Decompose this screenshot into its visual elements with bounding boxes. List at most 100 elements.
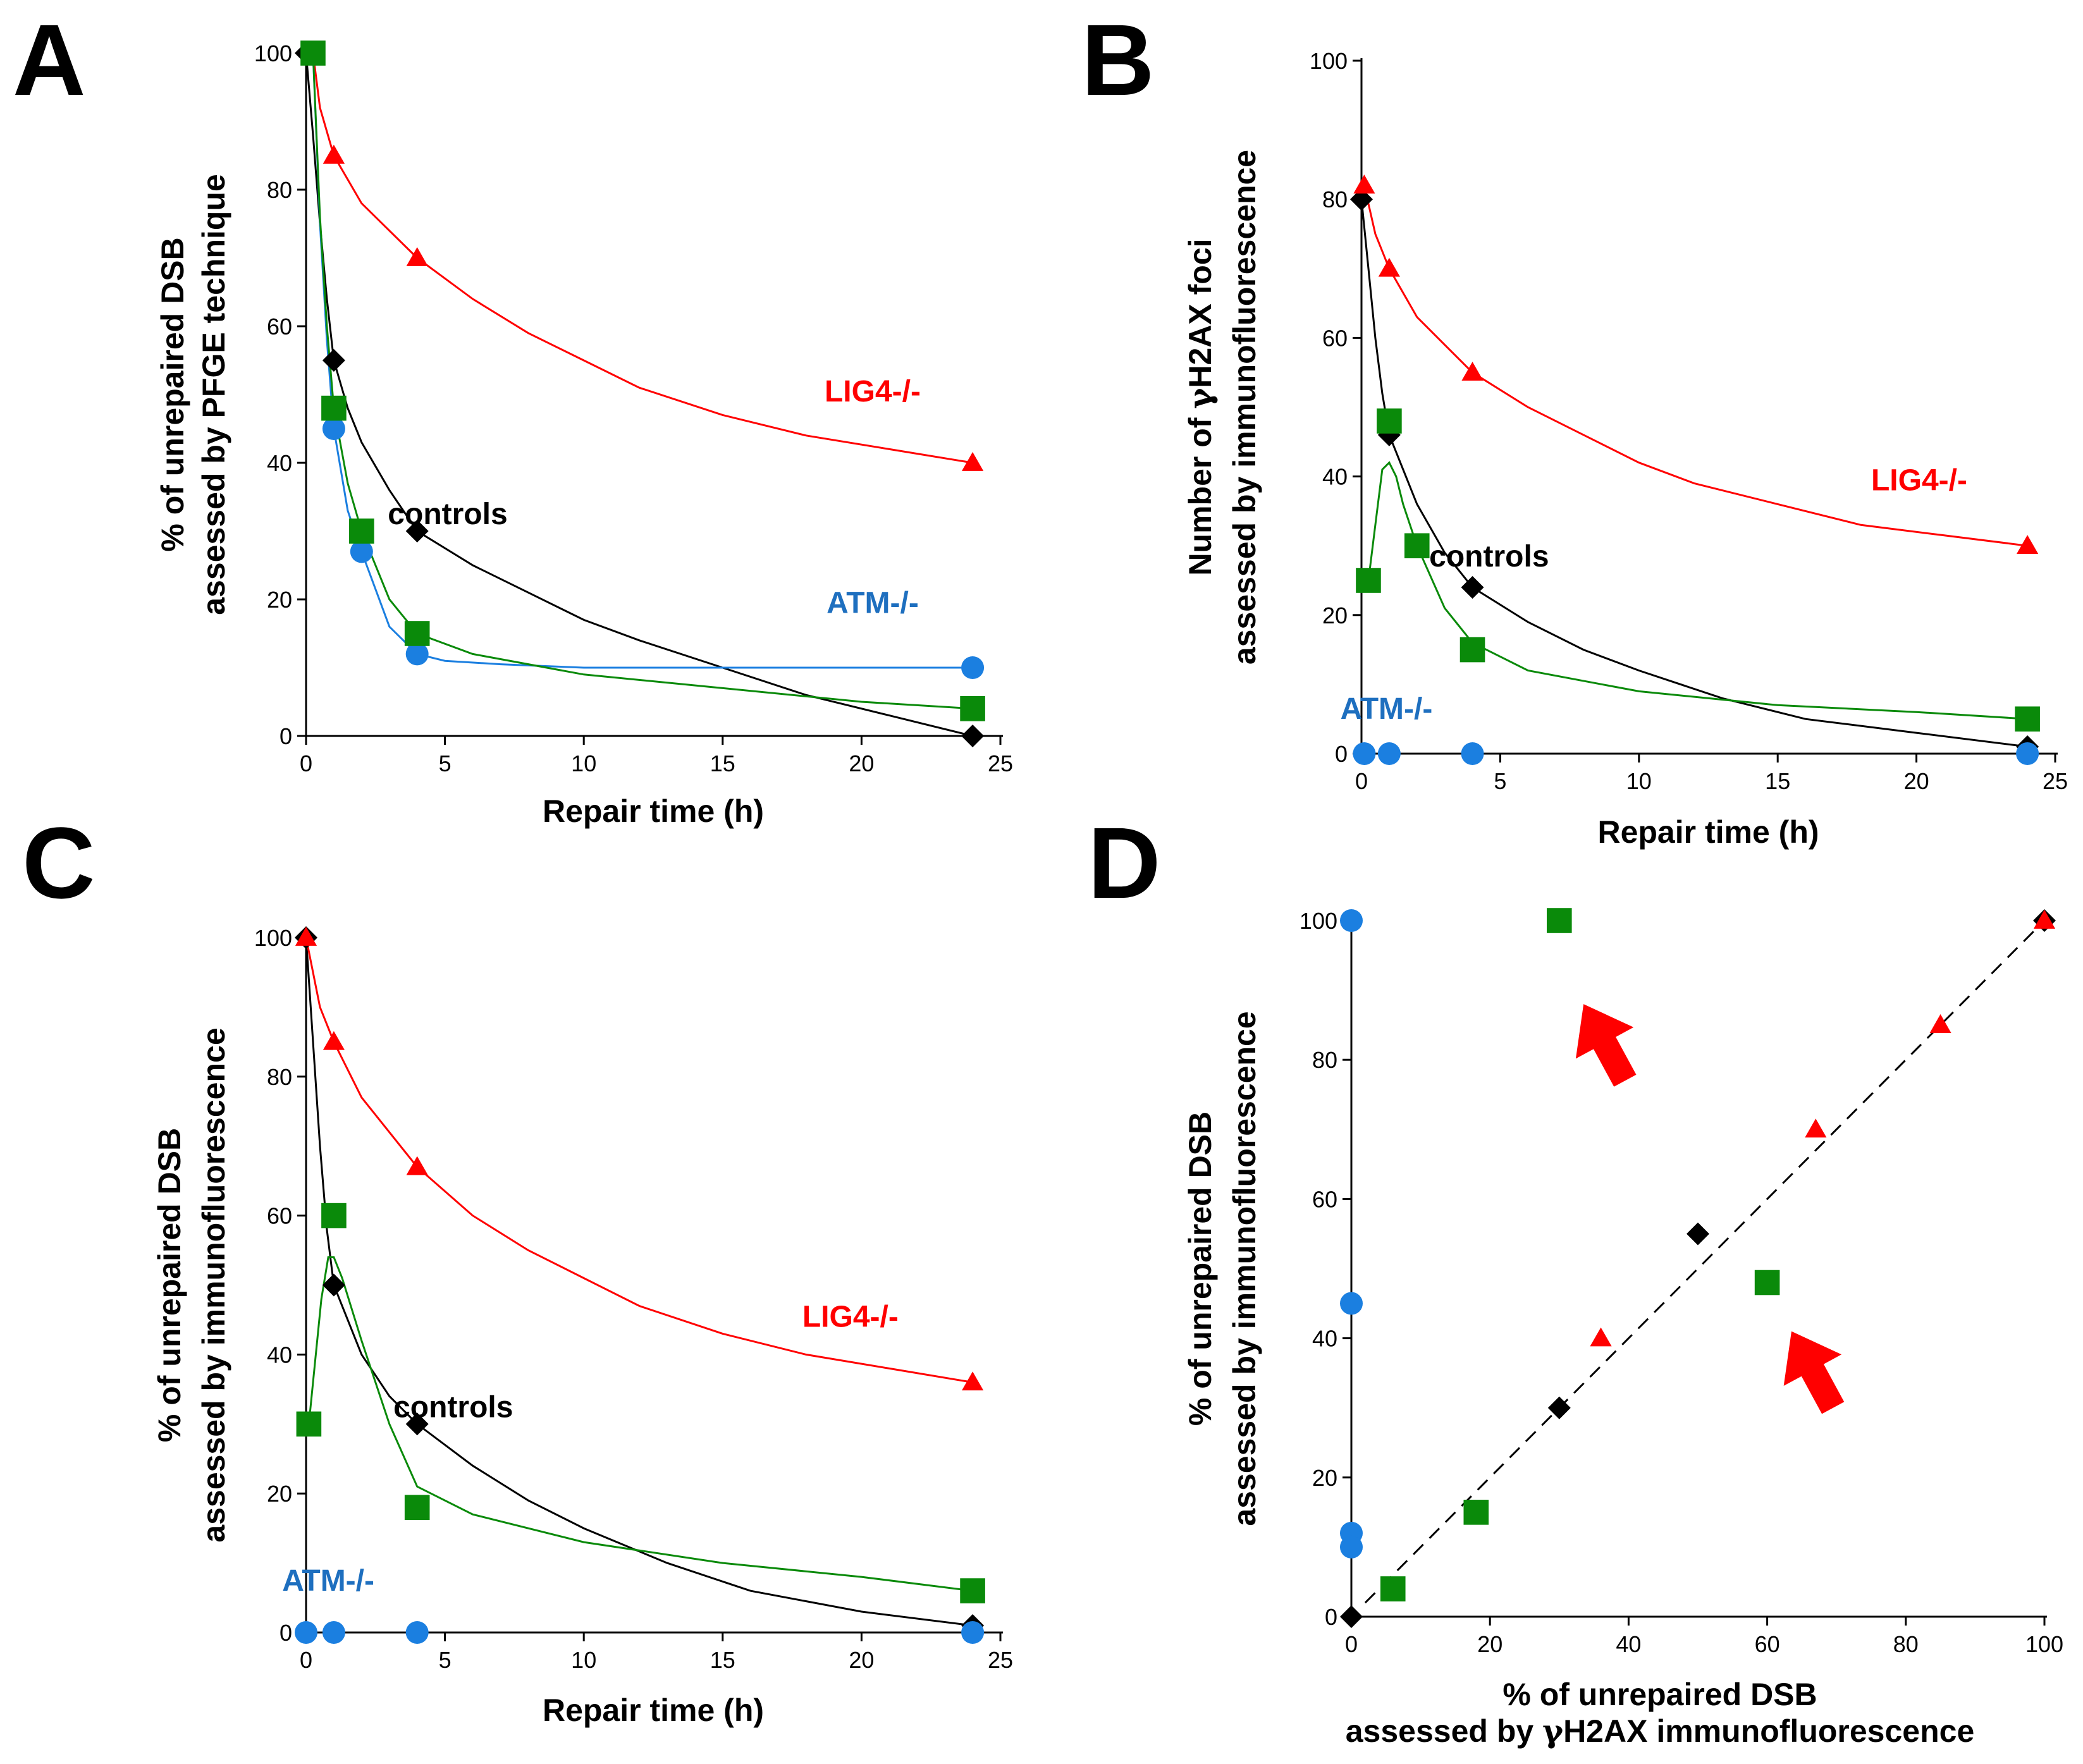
x-tick-label: 20	[1904, 768, 1929, 794]
y-axis-title-part: assessed by immunofluorescence	[1227, 1011, 1262, 1526]
marker-lig4	[1929, 1014, 1951, 1033]
red-arrow	[1575, 1004, 1637, 1087]
x-tick-label: 25	[988, 1647, 1013, 1673]
y-tick-label: 60	[1322, 325, 1348, 351]
y-axis-title-part: % of unrepaired	[152, 1194, 187, 1442]
marker-atm	[1340, 1292, 1363, 1315]
y-tick-label: 0	[280, 1620, 292, 1646]
marker-controls	[1547, 1396, 1571, 1419]
y-axis-title-line: assessed by immunofluorescence	[196, 1027, 231, 1542]
x-tick-label: 0	[1345, 1631, 1358, 1657]
marker-lig4	[295, 926, 317, 946]
x-tick-label: 60	[1755, 1631, 1780, 1657]
marker-atm	[1340, 909, 1363, 932]
marker-controls	[405, 520, 429, 542]
y-tick-label: 20	[267, 587, 292, 613]
x-tick-label: 10	[1626, 768, 1652, 794]
y-axis-title-line: assessed by PFGE technique	[196, 174, 231, 615]
x-tick-label: 10	[571, 750, 596, 776]
y-axis-title-line: % of unrepaired DSB	[155, 237, 190, 551]
chart-b: 0 20 40 60 80 100 0 5 10 15 20 25 Repair time (h) Num…	[1181, 48, 2068, 850]
series-label: ATM-/-	[826, 587, 919, 620]
marker-lig4	[1461, 362, 1484, 381]
x-tick-label: 0	[300, 750, 312, 776]
marker-lig4	[961, 451, 984, 471]
y-axis-title-part: assessed by immunofluorescence	[196, 1027, 231, 1542]
y-axis-title-part: technique	[196, 174, 231, 332]
x-tick-label: 20	[849, 1647, 874, 1673]
marker-green	[960, 696, 985, 721]
y-axis-title-part: DSB	[152, 1128, 187, 1195]
marker-green	[404, 1495, 430, 1520]
curve-atm	[312, 52, 973, 669]
marker-green	[296, 1411, 322, 1437]
x-tick-label: 20	[849, 750, 874, 776]
curve-green	[307, 1256, 973, 1592]
marker-green	[321, 395, 347, 421]
panel-label-d: D	[1088, 806, 1161, 919]
marker-lig4	[406, 1156, 428, 1175]
series-label: LIG4-/-	[802, 1300, 899, 1333]
y-axis-title-part: PFGE	[196, 332, 231, 418]
x-axis-title-part: assessed by	[1346, 1713, 1542, 1749]
chart-d: 0 20 40 60 80 100 0 20 40 60 80 100 % of unrepaired …	[1183, 908, 2063, 1749]
marker-controls	[322, 1273, 345, 1297]
x-axis-title-part: H2AX immunofluorescence	[1563, 1713, 1974, 1749]
series-label: controls	[388, 498, 507, 531]
y-tick-label: 100	[254, 40, 292, 66]
marker-controls	[1350, 188, 1373, 211]
marker-green	[2015, 706, 2040, 732]
marker-green	[404, 621, 430, 646]
panel-label-b: B	[1081, 3, 1155, 116]
y-tick-label: 40	[267, 450, 292, 476]
y-tick-label: 100	[1310, 48, 1348, 74]
x-axis-title-part: γ	[1542, 1712, 1564, 1749]
marker-green	[1404, 533, 1430, 558]
marker-lig4	[961, 1371, 984, 1391]
y-axis-title-line: % of unrepaired DSB	[152, 1128, 187, 1442]
marker-green	[1754, 1270, 1780, 1295]
x-tick-label: 80	[1893, 1631, 1919, 1657]
y-axis-title-part: γ	[1181, 388, 1219, 409]
x-axis-title: Repair time (h)	[1597, 814, 1819, 850]
marker-lig4	[406, 247, 428, 266]
x-axis-title-line: assessed by γH2AX immunofluorescence	[1346, 1712, 1975, 1749]
y-axis-title-line: % of unrepaired DSB	[1183, 1112, 1218, 1426]
x-axis-title: Repair time (h)	[543, 793, 764, 829]
marker-green	[1380, 1576, 1406, 1602]
y-tick-label: 80	[1322, 187, 1348, 212]
x-axis-title-part: % of unrepaired DSB	[1502, 1677, 1817, 1712]
y-axis-title-line: assessed by immunofluorescence	[1227, 1011, 1262, 1526]
y-tick-label: 40	[267, 1342, 292, 1368]
marker-controls	[405, 1412, 429, 1436]
series-label: ATM-/-	[1341, 692, 1433, 726]
x-tick-label: 25	[2043, 768, 2068, 794]
y-axis-title-part: % of unrepaired	[155, 304, 190, 552]
x-tick-label: 15	[710, 750, 735, 776]
marker-atm	[405, 642, 429, 666]
marker-atm	[961, 656, 985, 679]
x-tick-label: 0	[300, 1647, 312, 1673]
marker-green	[1459, 637, 1485, 663]
series-label: LIG4-/-	[825, 375, 921, 408]
y-tick-label: 0	[280, 723, 292, 749]
marker-lig4	[323, 144, 345, 164]
marker-controls	[1340, 1605, 1363, 1628]
y-axis-title-part: assessed by	[196, 418, 231, 615]
chart-a: 0 20 40 60 80 100 0 5 10 15 20 25 Repair time (h) % o…	[155, 40, 1013, 829]
marker-green	[1356, 568, 1381, 593]
y-tick-label: 60	[1312, 1186, 1337, 1212]
y-tick-label: 60	[267, 1203, 292, 1229]
x-tick-label: 5	[439, 1647, 452, 1673]
y-tick-label: 0	[1335, 741, 1348, 767]
x-tick-label: 100	[2025, 1631, 2063, 1657]
marker-atm	[295, 1621, 317, 1644]
series-label: controls	[1429, 540, 1549, 573]
marker-lig4	[2033, 909, 2056, 929]
x-axis-title: Repair time (h)	[543, 1693, 764, 1728]
y-tick-label: 20	[1322, 603, 1348, 628]
marker-atm	[405, 1621, 429, 1644]
series-label: LIG4-/-	[1871, 464, 1967, 498]
marker-atm	[1353, 742, 1376, 765]
marker-atm	[322, 1621, 345, 1644]
